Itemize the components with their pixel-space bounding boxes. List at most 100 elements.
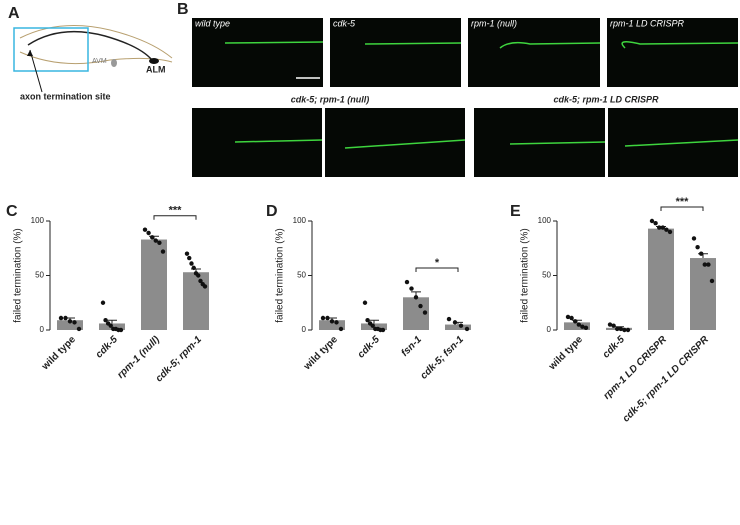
data-point [187,255,192,261]
data-point [191,265,196,271]
x-tick-label: wild type [546,334,585,373]
x-tick-label: wild type [39,334,78,373]
data-point [202,284,208,289]
data-point [695,244,700,250]
data-point [184,251,190,256]
panel-label: C [6,203,18,220]
data-point [58,315,64,321]
significance-bracket [660,206,704,211]
data-point [146,230,151,236]
neurite [364,42,462,45]
cell-label: AVM [92,58,107,65]
bar [141,239,167,330]
bar [57,320,83,330]
data-point [657,225,662,230]
data-point [464,326,470,332]
y-tick-label: 0 [547,325,552,334]
data-point [664,227,669,232]
panel-label: E [510,203,521,220]
y-axis-label: failed termination (%) [520,228,531,322]
bar [183,272,209,330]
data-point [160,249,166,254]
data-point [100,300,106,305]
data-point [625,327,631,333]
data-point [699,251,704,256]
y-tick-label: 100 [31,216,45,225]
bar [445,324,471,330]
data-point [702,262,707,267]
data-point [380,327,386,333]
neurites [224,41,739,149]
significance-bracket [415,267,459,273]
zoom-box [13,27,89,72]
y-axis-label: failed termination (%) [13,228,24,322]
x-tick-label: cdk-5; fsn-1 [419,334,467,382]
data-point [409,286,414,291]
y-tick-label: 0 [40,325,45,334]
neurite [499,41,601,49]
data-point [118,327,124,333]
data-point [615,326,620,332]
bar [564,322,590,330]
panel-label: A [8,5,20,22]
neurite [624,139,739,147]
data-point [653,220,658,226]
error-bar [107,319,117,324]
data-point [573,319,578,324]
error-bar [614,326,624,328]
data-point [150,235,155,240]
data-point [618,326,623,332]
data-point [67,319,73,324]
data-point [458,323,464,328]
micrograph [607,18,738,87]
data-point [76,326,82,332]
micrographs [192,18,738,177]
panel-label: B [177,1,189,18]
data-point [706,262,711,267]
data-point [404,279,410,285]
x-tick-label: cdk-5; rpm-1 LD CRISPR [621,334,712,425]
data-point [334,320,339,325]
data-point [565,314,571,320]
significance-label: * [435,257,440,269]
y-tick-label: 100 [538,216,552,225]
data-point [157,240,162,245]
data-point [189,261,194,266]
neurite [621,41,739,49]
data-point [413,295,419,300]
data-point [63,315,68,321]
data-point [362,300,368,305]
data-point [103,317,108,323]
data-point [569,315,574,321]
cell-label: ALM [146,64,166,74]
data-point [660,225,665,230]
data-point [691,236,697,241]
avm-cell [111,59,117,67]
data-point [422,310,428,315]
neurite [234,139,323,143]
y-tick-label: 50 [35,271,44,280]
genotype-label: rpm-1 (null) [471,18,517,28]
y-tick-label: 50 [542,271,551,280]
genotype-label: wild type [195,18,230,28]
panel-label: D [266,203,278,220]
data-point [72,320,77,325]
micrograph [325,108,465,177]
data-point [365,317,370,323]
micrograph [468,18,600,87]
arrow-head [27,50,33,56]
x-tick-label: fsn-1 [399,334,424,359]
genotype-label: rpm-1 LD CRISPR [610,18,685,28]
data-point [622,327,627,333]
x-tick-label: cdk-5 [601,334,628,361]
data-point [607,322,613,327]
error-bar [369,319,379,324]
alm-cell [149,58,159,64]
data-point [325,315,330,321]
neurite [344,139,466,149]
significance-label: *** [169,205,183,217]
data-point [709,278,715,284]
micrograph [330,18,461,87]
data-point [576,322,581,327]
